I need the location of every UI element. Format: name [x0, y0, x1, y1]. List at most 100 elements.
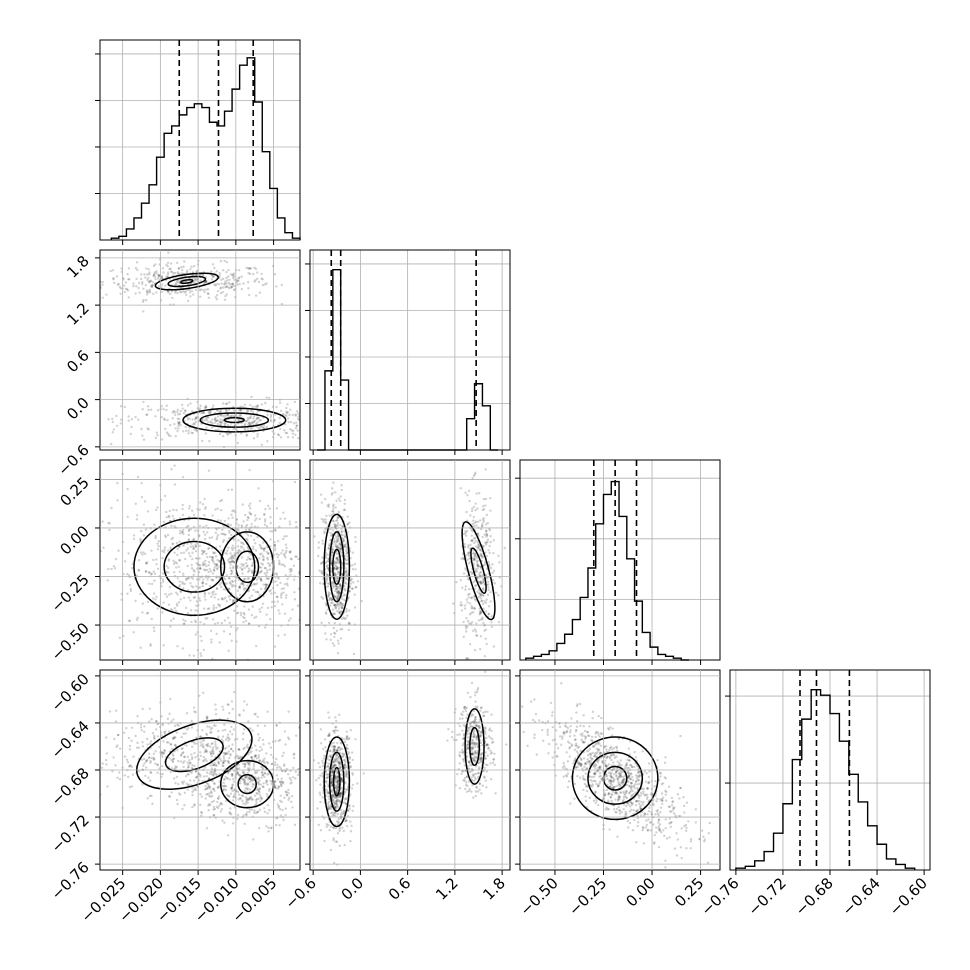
- sample-point: [225, 751, 228, 755]
- sample-point: [176, 291, 179, 295]
- sample-point: [265, 550, 269, 554]
- sample-point: [326, 773, 329, 776]
- sample-point: [112, 564, 116, 568]
- sample-point: [84, 717, 86, 719]
- sample-point: [341, 778, 344, 781]
- sample-point: [252, 583, 255, 586]
- sample-point: [266, 795, 269, 799]
- sample-point: [243, 778, 246, 782]
- sample-point: [128, 583, 132, 587]
- sample-point: [181, 403, 184, 406]
- sample-point: [273, 543, 276, 547]
- sample-point: [139, 723, 143, 726]
- sample-point: [211, 764, 215, 767]
- sample-point: [218, 420, 222, 423]
- sample-point: [338, 800, 341, 803]
- sample-point: [306, 802, 308, 804]
- sample-point: [194, 288, 198, 292]
- sample-point: [246, 799, 249, 802]
- sample-point: [249, 584, 253, 588]
- sample-point: [166, 533, 170, 537]
- sample-point: [276, 539, 280, 543]
- sample-point: [331, 771, 334, 774]
- sample-point: [192, 568, 195, 572]
- sample-point: [246, 767, 250, 770]
- sample-point: [343, 508, 347, 511]
- sample-point: [172, 754, 175, 757]
- sample-point: [80, 566, 82, 568]
- sample-point: [239, 611, 243, 615]
- sample-point: [473, 558, 477, 561]
- sample-point: [331, 779, 334, 782]
- sample-point: [199, 735, 202, 738]
- sample-point: [335, 560, 339, 563]
- sample-point: [268, 563, 272, 566]
- sample-point: [350, 787, 354, 790]
- sample-point: [252, 764, 256, 768]
- sample-point: [151, 802, 154, 805]
- sample-point: [246, 538, 249, 542]
- sample-point: [222, 524, 225, 528]
- sample-point: [238, 276, 241, 279]
- sample-point: [327, 783, 330, 786]
- sample-point: [338, 765, 341, 768]
- sample-point: [213, 417, 217, 421]
- sample-point: [178, 412, 182, 416]
- sample-point: [319, 606, 321, 608]
- sample-point: [337, 761, 341, 765]
- sample-point: [139, 646, 142, 649]
- sample-point: [214, 593, 217, 596]
- sample-point: [335, 587, 338, 590]
- sample-point: [339, 765, 342, 769]
- sample-point: [214, 708, 218, 711]
- sample-point: [472, 549, 475, 552]
- sample-point: [334, 806, 337, 809]
- sample-point: [348, 589, 351, 593]
- sample-point: [246, 518, 249, 522]
- sample-point: [247, 783, 250, 786]
- sample-point: [218, 605, 221, 608]
- sample-point: [334, 716, 337, 719]
- sample-point: [195, 430, 199, 433]
- sample-point: [117, 282, 120, 286]
- sample-point: [489, 540, 492, 544]
- sample-point: [254, 560, 258, 563]
- sample-point: [223, 728, 227, 732]
- sample-point: [226, 834, 230, 837]
- sample-point: [326, 776, 329, 780]
- sample-point: [76, 600, 78, 602]
- sample-point: [264, 401, 267, 405]
- sample-point: [230, 786, 234, 790]
- sample-point: [165, 408, 168, 412]
- sample-point: [281, 808, 284, 812]
- sample-point: [162, 601, 165, 604]
- sample-point: [345, 773, 348, 776]
- sample-point: [336, 639, 340, 642]
- sample-point: [172, 757, 175, 761]
- sample-point: [240, 524, 243, 527]
- sample-point: [339, 794, 343, 797]
- sample-point: [111, 420, 115, 424]
- sample-point: [485, 535, 488, 538]
- sample-point: [191, 545, 195, 548]
- sample-point: [350, 428, 352, 430]
- sample-point: [256, 788, 259, 791]
- sample-point: [244, 528, 248, 532]
- sample-point: [129, 764, 132, 767]
- sample-point: [314, 436, 316, 438]
- sample-point: [188, 759, 191, 762]
- sample-point: [212, 814, 215, 817]
- sample-point: [337, 806, 340, 809]
- sample-point: [336, 804, 339, 808]
- sample-point: [189, 609, 193, 612]
- sample-point: [199, 793, 202, 796]
- sample-point: [277, 609, 280, 612]
- sample-point: [468, 602, 472, 605]
- sample-point: [255, 517, 258, 520]
- sample-point: [224, 775, 227, 779]
- sample-point: [252, 417, 255, 420]
- sample-point: [181, 751, 184, 755]
- sample-point: [258, 779, 261, 782]
- sample-point: [145, 737, 149, 741]
- sample-point: [347, 736, 351, 740]
